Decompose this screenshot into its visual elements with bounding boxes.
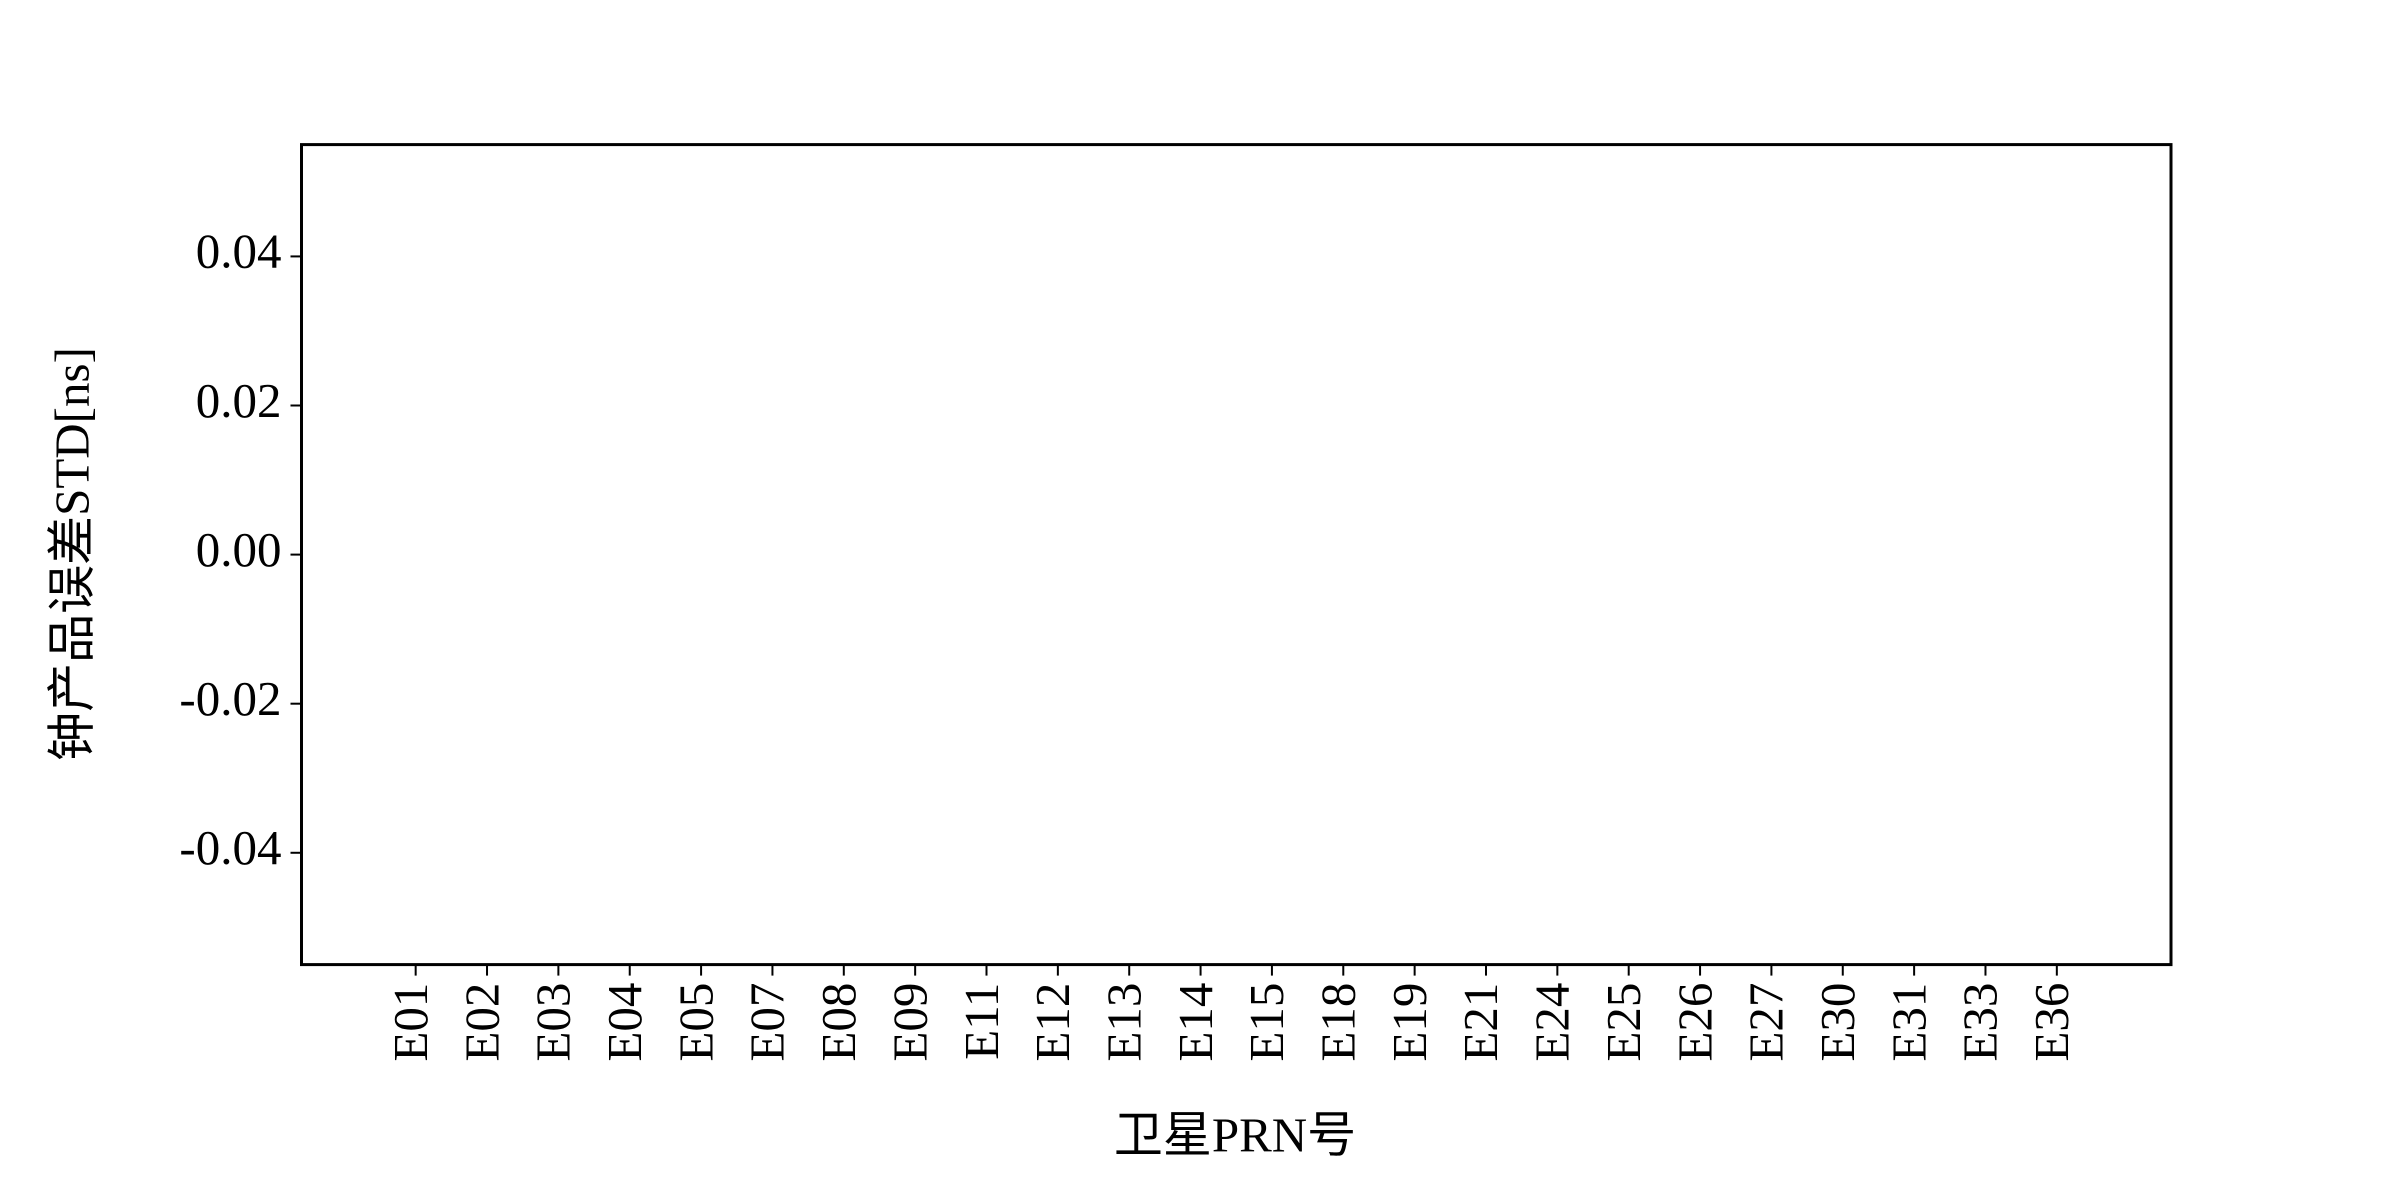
x-tick-label: E33 — [1953, 983, 2008, 1062]
x-tick-label: E01 — [383, 983, 438, 1062]
x-tick-label: E04 — [597, 983, 652, 1062]
x-tick-label: E19 — [1382, 983, 1437, 1062]
x-tick-label: E21 — [1453, 983, 1508, 1062]
x-tick-label: E31 — [1881, 983, 1936, 1062]
x-tick-label: E36 — [2024, 983, 2079, 1062]
y-tick-label: -0.02 — [179, 671, 281, 726]
x-tick-label: E09 — [882, 983, 937, 1062]
x-tick-label: E12 — [1025, 983, 1080, 1062]
y-tick-label: 0.00 — [196, 522, 282, 577]
x-tick-label: E26 — [1667, 983, 1722, 1062]
y-tick-label: 0.04 — [196, 224, 282, 279]
y-tick-label: -0.04 — [179, 820, 281, 875]
x-tick-label: E30 — [1810, 983, 1865, 1062]
y-tick-label: 0.02 — [196, 373, 282, 428]
x-tick-label: E02 — [454, 983, 509, 1062]
x-tick-label: E15 — [1239, 983, 1294, 1062]
x-tick-label: E24 — [1525, 983, 1580, 1062]
x-tick-label: E18 — [1311, 983, 1366, 1062]
x-tick-label: E25 — [1596, 983, 1651, 1062]
plot-frame — [300, 143, 2173, 967]
x-tick-label: E27 — [1739, 983, 1794, 1062]
x-axis-label: 卫星PRN号 — [1114, 1107, 1356, 1162]
x-tick-label: E05 — [668, 983, 723, 1062]
x-tick-label: E14 — [1168, 983, 1223, 1062]
x-tick-label: E03 — [526, 983, 581, 1062]
x-tick-label: E13 — [1096, 983, 1151, 1062]
x-tick-label: E11 — [954, 983, 1009, 1060]
x-tick-label: E08 — [811, 983, 866, 1062]
y-axis-label: 钟产品误差STD[ns] — [44, 347, 99, 761]
x-tick-label: E07 — [740, 983, 795, 1062]
